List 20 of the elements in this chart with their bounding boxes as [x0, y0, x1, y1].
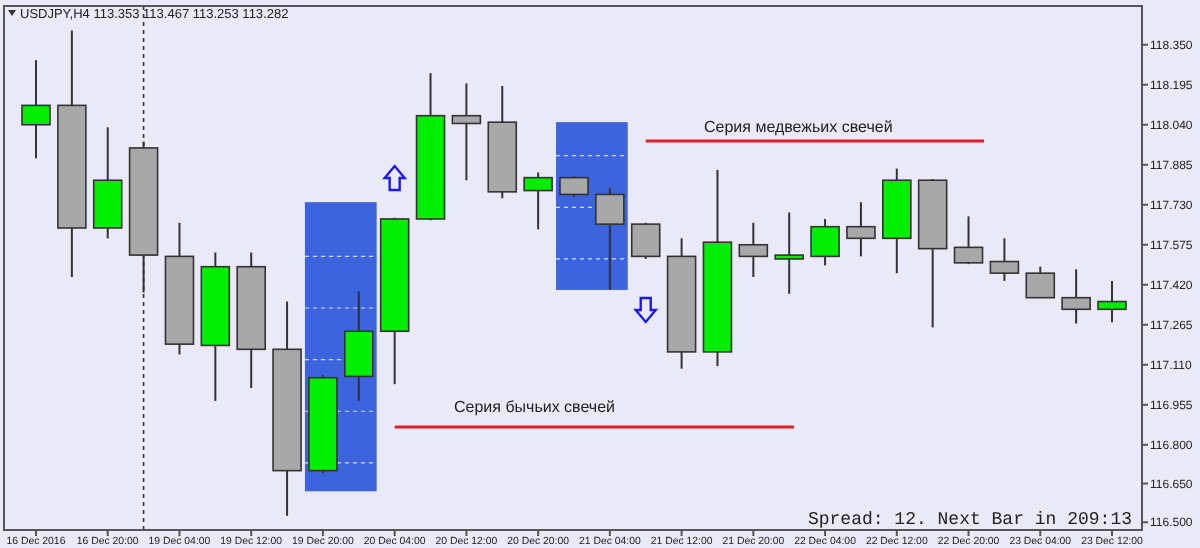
candlestick — [559, 175, 589, 199]
candlestick — [1025, 265, 1056, 299]
candlestick — [738, 221, 769, 279]
annotation: Серия бычьих свечей — [454, 398, 615, 416]
candlestick — [846, 201, 876, 258]
annotation: Spread: 12. Next Bar in 209:13 — [807, 510, 1132, 530]
candlestick — [595, 186, 625, 291]
candlestick — [344, 290, 374, 402]
candlestick — [953, 215, 984, 266]
candlestick — [810, 217, 840, 267]
candlestick — [774, 211, 804, 295]
candlestick — [523, 171, 553, 231]
candlestick — [92, 126, 123, 240]
candlestick — [1097, 279, 1127, 324]
candlestick — [451, 82, 482, 182]
candlestick — [1061, 268, 1091, 325]
candlestick — [989, 237, 1020, 282]
candlestick — [21, 59, 51, 160]
candlestick — [630, 221, 661, 260]
annotation: Серия медвежьих свечей — [704, 118, 893, 136]
